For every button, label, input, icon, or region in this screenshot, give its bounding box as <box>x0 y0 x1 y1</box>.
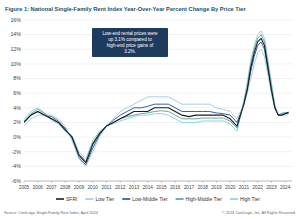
y-tick-label: 16% <box>10 17 21 23</box>
y-tick-label: 0% <box>13 134 21 140</box>
legend-swatch <box>122 198 130 200</box>
legend-item: Low Tier <box>85 196 114 202</box>
x-tick <box>230 181 231 183</box>
legend-item: SFRI <box>56 196 77 202</box>
legend-label: High-Middle Tier <box>186 196 223 202</box>
y-tick-label: 8% <box>13 75 21 81</box>
annotation: Low-end rental prices wereup 3.1% compar… <box>102 31 158 54</box>
x-tick <box>271 181 272 183</box>
x-tick-label: 2005 <box>19 185 30 190</box>
y-tick-label: 2% <box>13 119 21 125</box>
x-tick-label: 2006 <box>33 185 44 190</box>
y-tick-label: -6% <box>12 178 22 184</box>
grid-line <box>24 181 292 182</box>
legend: SFRI Low Tier Low-Middle Tier High-Middle T… <box>56 196 260 202</box>
series-line <box>24 42 289 165</box>
x-tick-label: 2019 <box>211 185 222 190</box>
x-tick-label: 2012 <box>115 185 126 190</box>
grid-line <box>24 151 292 152</box>
x-tick-label: 2009 <box>74 185 85 190</box>
grid-line <box>24 93 292 94</box>
x-tick <box>161 181 162 183</box>
y-tick-label: 4% <box>13 105 21 111</box>
chart: Figure 1: National Single-Family Rent In… <box>0 0 300 219</box>
y-tick-label: -4% <box>12 163 22 169</box>
grid-line <box>24 78 292 79</box>
x-tick-label: 2021 <box>239 185 250 190</box>
x-tick-label: 2024 <box>280 185 291 190</box>
legend-label: SFRI <box>66 196 77 202</box>
grid-line <box>24 166 292 167</box>
x-axis-line <box>24 181 292 182</box>
annotation-line: 3.2%. <box>124 49 136 54</box>
x-tick <box>37 181 38 183</box>
x-tick <box>285 181 286 183</box>
copyright: © 2024 CoreLogic, Inc. All Rights Reserv… <box>222 211 296 215</box>
x-tick-label: 2017 <box>184 185 195 190</box>
x-tick <box>243 181 244 183</box>
x-tick-label: 2023 <box>266 185 277 190</box>
legend-swatch <box>176 198 184 200</box>
x-tick <box>188 181 189 183</box>
legend-swatch <box>56 198 64 200</box>
x-tick-label: 2022 <box>252 185 263 190</box>
x-tick <box>202 181 203 183</box>
title: Figure 1: National Single-Family Rent In… <box>5 6 246 12</box>
x-tick <box>257 181 258 183</box>
x-tick <box>120 181 121 183</box>
x-tick <box>24 181 25 183</box>
x-tick-label: 2018 <box>197 185 208 190</box>
y-tick-label: 12% <box>10 46 21 52</box>
x-tick-label: 2016 <box>170 185 181 190</box>
y-tick-label: 10% <box>10 61 21 67</box>
legend-item: High-Middle Tier <box>176 196 223 202</box>
y-tick-label: 6% <box>13 90 21 96</box>
grid-line <box>24 137 292 138</box>
x-tick <box>65 181 66 183</box>
x-tick-label: 2013 <box>129 185 140 190</box>
annotation-line: Low-end rental prices were <box>102 31 158 36</box>
x-tick-label: 2015 <box>156 185 167 190</box>
annotation-line: up 3.1% compared to <box>108 37 152 42</box>
annotation-box <box>92 28 168 57</box>
x-tick <box>78 181 79 183</box>
legend-label: Low Tier <box>95 196 114 202</box>
source: Source: CoreLogic Single-Family Rent Ind… <box>4 211 98 215</box>
y-tick-label: -2% <box>12 149 22 155</box>
x-tick <box>147 181 148 183</box>
x-tick <box>133 181 134 183</box>
x-tick <box>216 181 217 183</box>
legend-label: High Tier <box>240 196 260 202</box>
x-tick-label: 2010 <box>87 185 98 190</box>
legend-item: High Tier <box>230 196 260 202</box>
legend-item: Low-Middle Tier <box>122 196 168 202</box>
x-tick-label: 2011 <box>101 185 111 190</box>
legend-swatch <box>85 198 93 200</box>
grid-line <box>24 122 292 123</box>
x-tick <box>92 181 93 183</box>
grid-line <box>24 20 292 21</box>
annotation-line: high-end price gains of <box>107 43 154 48</box>
x-tick <box>51 181 52 183</box>
legend-swatch <box>230 198 238 200</box>
x-tick-label: 2014 <box>142 185 153 190</box>
y-tick-label: 14% <box>10 31 21 37</box>
legend-label: Low-Middle Tier <box>132 196 168 202</box>
x-tick-label: 2020 <box>225 185 236 190</box>
x-tick <box>106 181 107 183</box>
x-tick-label: 2007 <box>46 185 57 190</box>
x-tick-label: 2008 <box>60 185 71 190</box>
x-tick <box>175 181 176 183</box>
